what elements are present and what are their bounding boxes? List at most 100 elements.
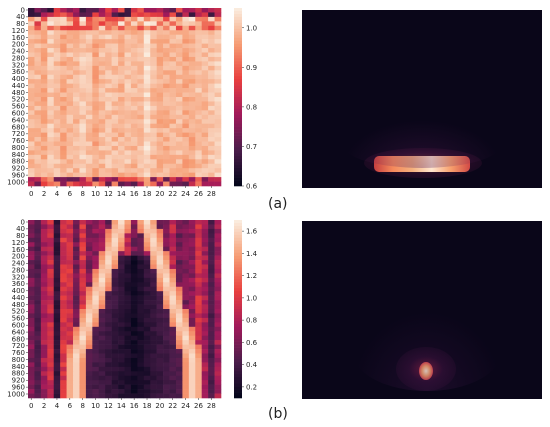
heatmap-cell	[105, 291, 112, 296]
heatmap-cell	[150, 61, 157, 67]
heatmap-cell	[105, 362, 112, 368]
heatmap-cell	[66, 233, 74, 239]
heatmap-cell	[73, 322, 80, 328]
heatmap-cell	[188, 220, 196, 225]
heatmap-cell	[163, 16, 170, 22]
heatmap-cell	[118, 384, 125, 390]
heatmap-cell	[105, 349, 112, 354]
heatmap-cell	[175, 371, 183, 377]
heatmap-cell	[169, 128, 177, 133]
heatmap-cell	[73, 110, 80, 116]
heatmap-cell	[40, 295, 48, 301]
heatmap-cell	[169, 362, 177, 368]
heatmap-cell	[111, 79, 119, 84]
heatmap-cell	[47, 389, 55, 394]
heatmap-cell	[201, 61, 209, 67]
heatmap-cell	[47, 344, 55, 350]
heatmap-cell	[130, 255, 138, 261]
heatmap-cell	[73, 228, 80, 234]
heatmap-cell	[98, 251, 106, 256]
heatmap-cell	[137, 220, 145, 225]
heatmap-cell	[111, 357, 119, 363]
heatmap-cell	[98, 353, 106, 359]
heatmap-cell	[182, 344, 190, 350]
heatmap-cell	[53, 220, 61, 225]
heatmap-cell	[105, 237, 112, 243]
heatmap-cell	[143, 393, 151, 399]
heatmap-cell	[137, 163, 145, 169]
heatmap-cell	[143, 110, 151, 116]
heatmap-cell	[118, 264, 125, 270]
heatmap-cell	[195, 220, 202, 225]
y-tick-label: 400	[12, 287, 25, 295]
heatmap-cell	[169, 313, 177, 319]
heatmap-cell	[169, 357, 177, 363]
heatmap-cell	[34, 114, 42, 120]
colorbar-segment	[234, 306, 242, 310]
heatmap-cell	[92, 79, 100, 84]
heatmap-cell	[169, 123, 177, 129]
heatmap-cell	[156, 141, 164, 147]
y-tick-label: 720	[12, 130, 25, 138]
heatmap-cell	[47, 326, 55, 332]
heatmap-cell	[28, 114, 35, 120]
heatmap-cell	[201, 304, 209, 310]
heatmap-cell	[47, 357, 55, 363]
heatmap-cell	[195, 268, 202, 274]
heatmap-cell	[124, 145, 132, 151]
heatmap-cell	[73, 371, 80, 377]
heatmap-cell	[118, 12, 125, 18]
heatmap-cell	[195, 393, 202, 399]
heatmap-cell	[53, 362, 61, 368]
heatmap-cell	[175, 264, 183, 270]
heatmap-cell	[169, 393, 177, 399]
heatmap-cell	[28, 110, 35, 116]
heatmap-cell	[163, 295, 170, 301]
heatmap-cell	[105, 43, 112, 49]
heatmap-cell	[111, 52, 119, 58]
heatmap-cell	[156, 145, 164, 151]
heatmap-cell	[175, 326, 183, 332]
heatmap-cell	[66, 88, 74, 93]
heatmap-cell	[130, 65, 138, 71]
heatmap-cell	[105, 295, 112, 301]
heatmap-cell	[105, 389, 112, 394]
colorbar-segment	[234, 120, 242, 124]
heatmap-cell	[143, 16, 151, 22]
colorbar-segment	[234, 43, 242, 47]
heatmap-cell	[182, 282, 190, 288]
heatmap-cell	[118, 172, 125, 178]
heatmap-cell	[118, 357, 125, 363]
heatmap-cell	[28, 375, 35, 381]
heatmap-cell	[85, 264, 93, 270]
heatmap-cell	[98, 65, 106, 71]
heatmap-cell	[98, 132, 106, 138]
heatmap-cell	[92, 21, 100, 27]
y-tick-label: 240	[12, 48, 25, 56]
heatmap-cell	[53, 150, 61, 156]
heatmap-cell	[124, 141, 132, 147]
heatmap-cell	[53, 79, 61, 84]
heatmap-cell	[47, 79, 55, 84]
heatmap-cell	[182, 137, 190, 142]
heatmap-cell	[188, 326, 196, 332]
heatmap-cell	[214, 137, 222, 142]
heatmap-cell	[85, 389, 93, 394]
heatmap-cell	[34, 233, 42, 239]
heatmap-cell	[118, 141, 125, 147]
heatmap-cell	[66, 357, 74, 363]
colorbar-segment	[234, 344, 242, 348]
heatmap-cell	[156, 264, 164, 270]
heatmap-cell	[34, 21, 42, 27]
heatmap-cell	[214, 233, 222, 239]
heatmap-cell	[182, 52, 190, 58]
heatmap-cell	[195, 224, 202, 230]
heatmap-cell	[208, 92, 215, 98]
heatmap-cell	[40, 220, 48, 225]
heatmap-cell	[92, 132, 100, 138]
heatmap-cell	[73, 163, 80, 169]
heatmap-cell	[188, 273, 196, 279]
heatmap-cell	[130, 295, 138, 301]
heatmap-cell	[214, 282, 222, 288]
heatmap-cell	[28, 12, 35, 18]
